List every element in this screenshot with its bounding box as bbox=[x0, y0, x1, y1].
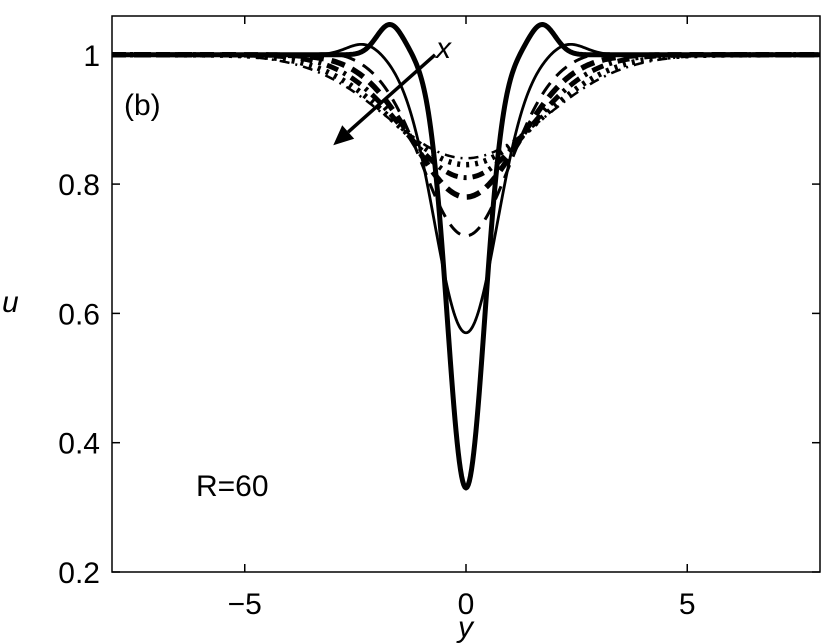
series-layer bbox=[112, 22, 820, 491]
y-tick-label: 0.2 bbox=[58, 557, 100, 590]
arrow-label: x bbox=[434, 32, 452, 65]
y-tick-label: 0.8 bbox=[58, 169, 100, 202]
y-tick-label: 0.4 bbox=[58, 428, 100, 461]
series-line-6 bbox=[112, 52, 820, 168]
y-tick-label: 1 bbox=[83, 40, 100, 73]
ticks-layer: −5 0 5 0.2 0.4 0.6 0.8 1 bbox=[58, 16, 820, 621]
x-axis-label: y bbox=[456, 611, 475, 643]
x-direction-arrowhead bbox=[333, 125, 355, 146]
series-line-7 bbox=[112, 53, 820, 160]
series-line-5 bbox=[112, 52, 820, 181]
annotation-layer: (b) R=60 x bbox=[124, 32, 452, 503]
x-direction-arrow bbox=[347, 53, 437, 134]
x-tick-label: 0 bbox=[458, 588, 475, 621]
y-axis-label: u bbox=[2, 286, 19, 319]
panel-label: (b) bbox=[124, 89, 161, 122]
series-line-1 bbox=[112, 22, 820, 491]
series-line-3 bbox=[112, 52, 820, 238]
series-line-2 bbox=[112, 42, 820, 335]
param-label: R=60 bbox=[196, 470, 269, 503]
x-tick-label: 5 bbox=[679, 588, 696, 621]
x-tick-label: −5 bbox=[228, 588, 262, 621]
y-tick-label: 0.6 bbox=[58, 298, 100, 331]
